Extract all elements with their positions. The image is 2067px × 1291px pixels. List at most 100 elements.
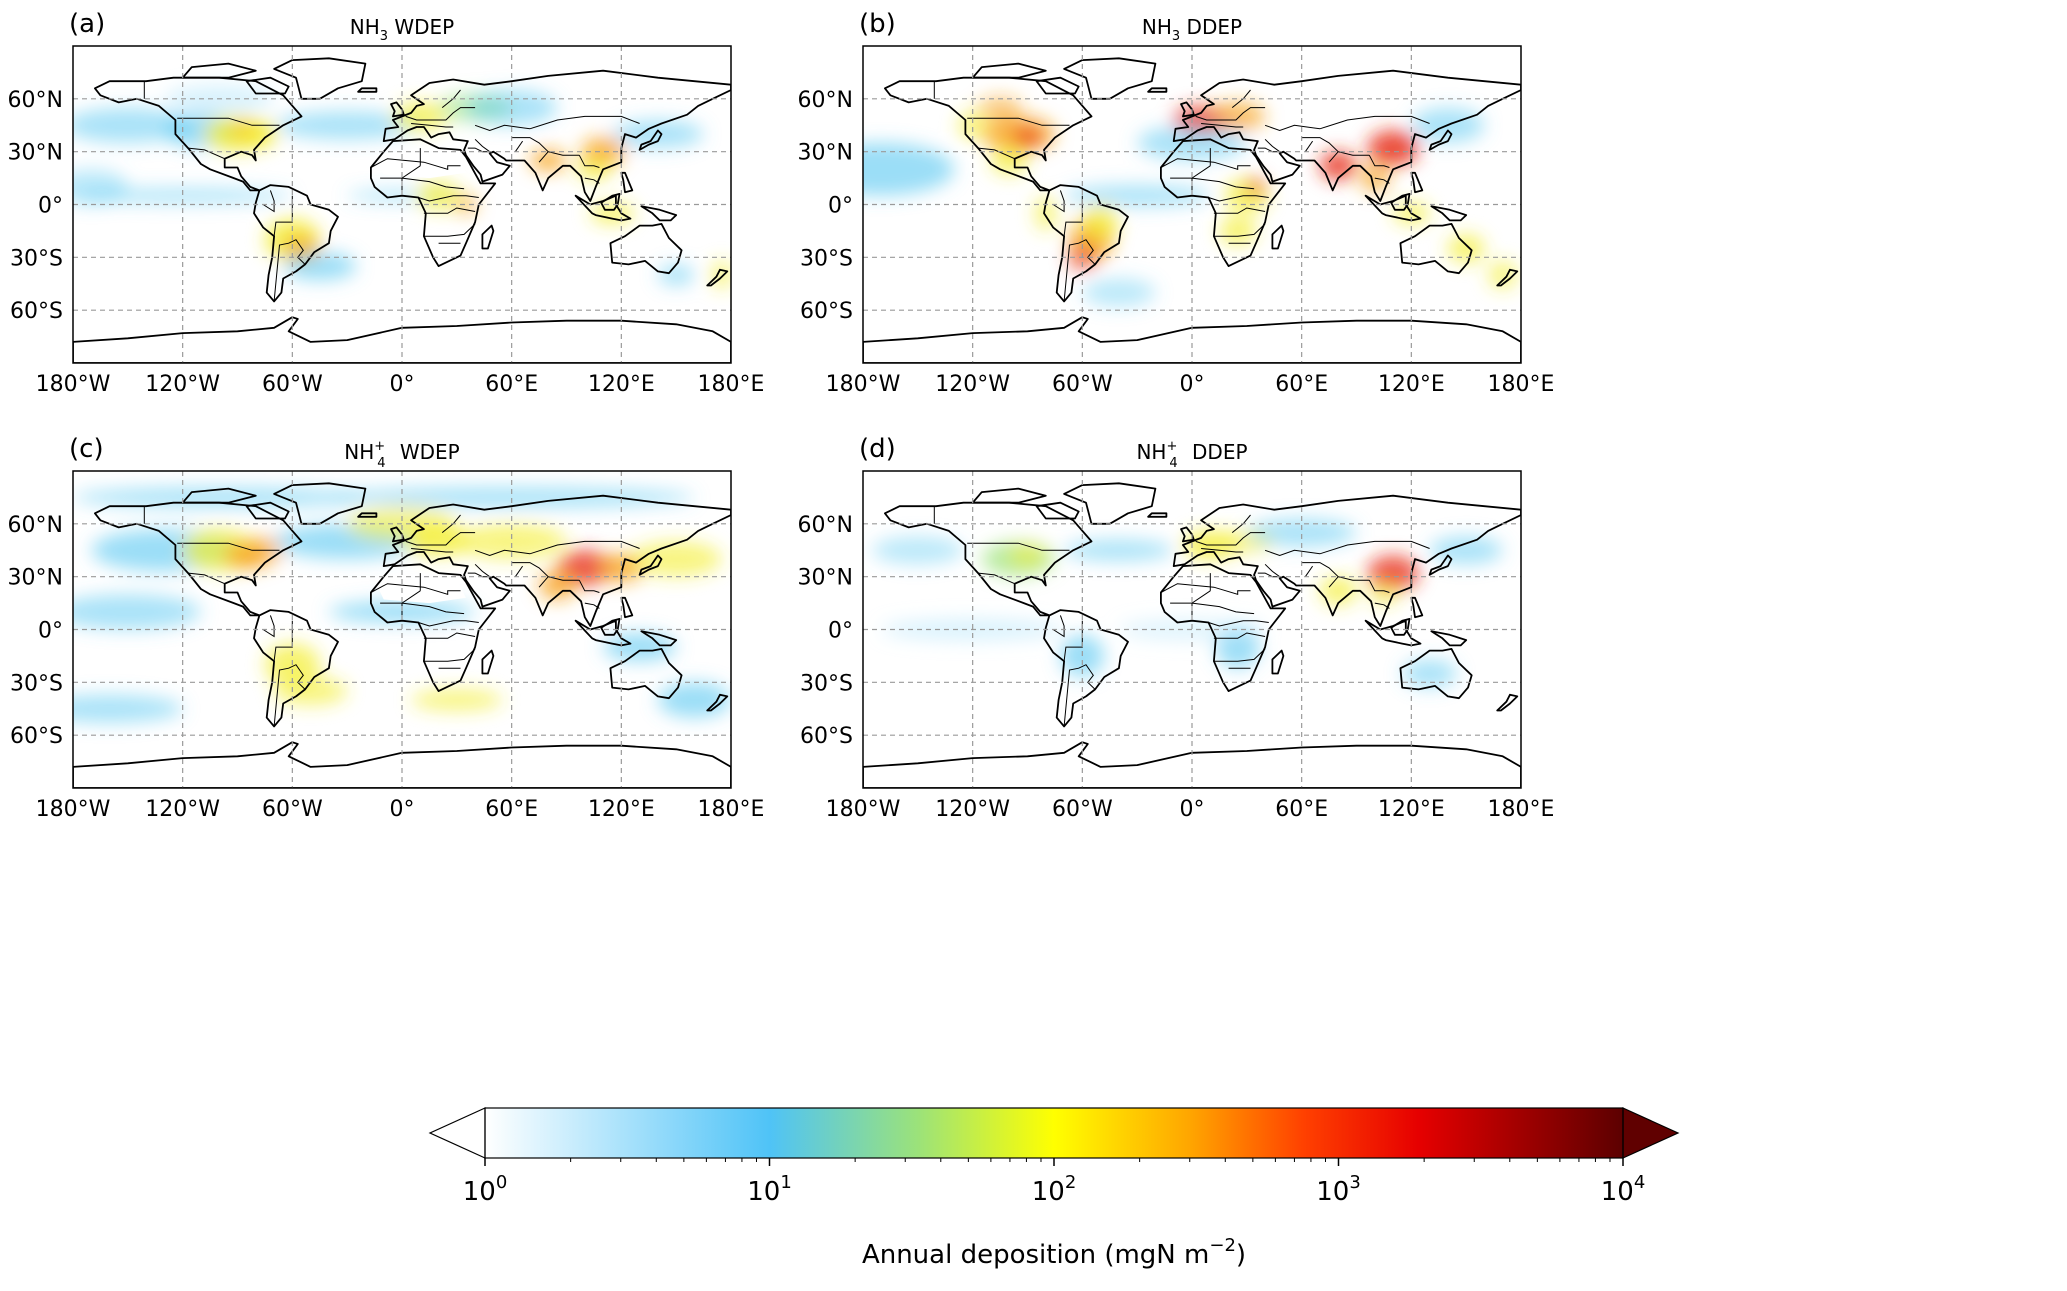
deposition-blob bbox=[1082, 278, 1156, 307]
country-border bbox=[1328, 151, 1339, 163]
lat-tick-label: 60°N bbox=[798, 513, 853, 538]
panel-title: NH3 WDEP bbox=[350, 15, 455, 44]
deposition-blob bbox=[1064, 185, 1211, 207]
deposition-field bbox=[73, 486, 731, 723]
country-border bbox=[1063, 239, 1096, 302]
colorbar-label: Annual deposition (mgN m−2) bbox=[862, 1235, 1246, 1270]
deposition-blob bbox=[657, 682, 731, 718]
deposition-blob bbox=[73, 694, 183, 723]
panel-letter: (b) bbox=[859, 9, 896, 39]
country-border bbox=[474, 115, 640, 132]
coastline-australia bbox=[609, 222, 683, 275]
gridlines bbox=[863, 46, 1521, 363]
coastline-greenland bbox=[273, 57, 367, 100]
panel-title: NH3 DDEP bbox=[1142, 15, 1242, 44]
deposition-blob bbox=[529, 149, 567, 172]
lat-tick-label: 60°N bbox=[798, 88, 853, 113]
country-border bbox=[1213, 648, 1266, 662]
map-panel-a: (a) NH3 WDEP 180°W 120°W 60°W 0° 60°E 120°E 180°… bbox=[8, 9, 765, 397]
country-border bbox=[1264, 540, 1430, 557]
country-border bbox=[418, 195, 479, 202]
country-border bbox=[262, 615, 275, 638]
coastline-iceland bbox=[357, 87, 378, 93]
coastline-indonesia bbox=[1364, 619, 1422, 647]
coastline-japan bbox=[1428, 129, 1453, 151]
colorbar-extend-high bbox=[1622, 1107, 1680, 1159]
deposition-blob bbox=[590, 202, 635, 224]
deposition-blob bbox=[1246, 178, 1266, 196]
deposition-blob bbox=[1447, 234, 1485, 263]
coastline-japan bbox=[1428, 554, 1453, 576]
lon-tick-label: 180°W bbox=[826, 797, 901, 822]
country-border bbox=[1160, 583, 1251, 595]
coastline-northAmerica bbox=[94, 501, 303, 617]
coastline-uk bbox=[390, 101, 405, 118]
country-border bbox=[401, 165, 421, 196]
country-border bbox=[1160, 158, 1251, 170]
coastline-nz bbox=[1496, 693, 1519, 712]
deposition-blob bbox=[1082, 204, 1119, 240]
coastline-australia bbox=[1399, 648, 1473, 700]
lat-tick-label: 30°N bbox=[798, 566, 853, 591]
lon-tick-label: 120°W bbox=[935, 797, 1010, 822]
lon-tick-label: 0° bbox=[390, 372, 415, 397]
coastline-africa bbox=[1160, 563, 1287, 692]
deposition-blob bbox=[1488, 260, 1518, 290]
coastline-newGuinea bbox=[1430, 205, 1468, 222]
lon-tick-label: 0° bbox=[1180, 797, 1205, 822]
lat-tick-label: 60°S bbox=[10, 724, 63, 749]
coastline-greenland bbox=[1063, 57, 1157, 100]
coastline-philippines bbox=[620, 171, 634, 194]
lon-tick-label: 120°E bbox=[588, 797, 655, 822]
coastline-japan bbox=[638, 129, 663, 151]
country-border bbox=[380, 602, 465, 615]
coastline-newGuinea bbox=[640, 630, 678, 647]
deposition-blob bbox=[1319, 576, 1357, 605]
panel-letter: (d) bbox=[859, 434, 896, 464]
country-border bbox=[474, 540, 640, 557]
country-border bbox=[1195, 532, 1266, 546]
coastline-northAmerica bbox=[884, 501, 1093, 617]
coastline-arcticIslands bbox=[181, 62, 257, 79]
coastline-northAmerica bbox=[94, 76, 303, 192]
deposition-blob bbox=[1367, 130, 1419, 166]
coastline-newGuinea bbox=[640, 205, 678, 222]
coastline-madagascar bbox=[1271, 224, 1285, 250]
coastline-baffin bbox=[245, 76, 290, 95]
lat-tick-label: 30°N bbox=[8, 566, 63, 591]
coastline-africa bbox=[369, 138, 497, 268]
country-border bbox=[578, 579, 600, 593]
country-border bbox=[514, 140, 524, 152]
map-panel-c: (c) NH+ 4 WDEP 180°W 120°W 60°W 0° 60°E 120°E 180… bbox=[8, 434, 765, 822]
coastline-eurasia bbox=[1172, 69, 1521, 202]
deposition-blob bbox=[581, 137, 625, 166]
lon-tick-label: 120°W bbox=[935, 372, 1010, 397]
panel-title: NH+ 4 WDEP bbox=[344, 439, 459, 471]
country-border bbox=[1301, 137, 1370, 156]
deposition-blob bbox=[416, 181, 461, 210]
country-border bbox=[1208, 195, 1269, 202]
country-border bbox=[423, 632, 476, 639]
lat-tick-label: 30°S bbox=[10, 671, 63, 696]
deposition-blob bbox=[1319, 151, 1357, 180]
coastline-baffin bbox=[1035, 76, 1080, 95]
lon-tick-label: 60°W bbox=[262, 372, 323, 397]
country-border bbox=[538, 151, 549, 163]
coastline-iceland bbox=[1147, 512, 1168, 518]
country-border bbox=[511, 137, 580, 156]
map-panel-d: (d) NH+ 4 DDEP 180°W 120°W 60°W 0° 60°E 120°E 180… bbox=[798, 434, 1555, 822]
country-border bbox=[1368, 154, 1390, 168]
country-border bbox=[411, 548, 454, 553]
lat-tick-label: 30°S bbox=[800, 671, 853, 696]
map-frame bbox=[72, 470, 732, 789]
coastline-africa bbox=[369, 563, 497, 692]
country-border bbox=[1374, 177, 1390, 184]
lon-tick-label: 180°W bbox=[36, 372, 111, 397]
coastline-greenland bbox=[273, 482, 367, 525]
coastline-japan bbox=[638, 554, 663, 576]
country-border bbox=[405, 107, 476, 121]
lon-tick-label: 180°E bbox=[1488, 797, 1555, 822]
country-border bbox=[401, 590, 421, 621]
lon-tick-label: 0° bbox=[390, 797, 415, 822]
lon-tick-label: 120°E bbox=[588, 372, 655, 397]
